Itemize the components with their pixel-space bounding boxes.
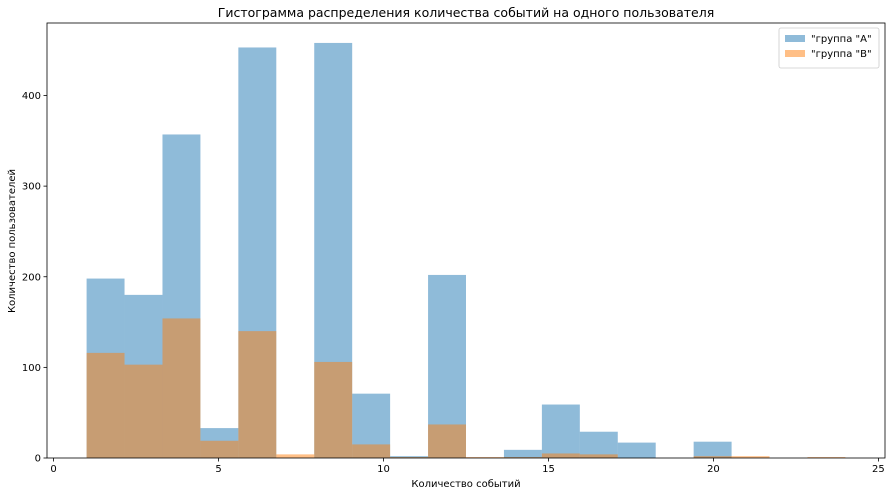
y-tick-label: 200: [22, 272, 41, 283]
histogram-bar-series-2-bin-7: [314, 361, 353, 458]
legend: "группа "A" "группа "B": [778, 27, 880, 69]
histogram-bar-series-2-bin-12: [503, 457, 542, 458]
histogram-bar-series-2-bin-11: [466, 457, 504, 458]
x-tick-label: 25: [872, 464, 885, 475]
histogram-bar-series-1-bin-12: [503, 449, 542, 458]
histogram-bar-series-2-bin-13: [541, 453, 580, 458]
legend-label-2: "группа "B": [811, 49, 872, 60]
bars-group: [86, 42, 846, 458]
plot-frame: [46, 22, 886, 459]
axes-group: 0 5 10 15 20 25 0 100 200 300 400: [22, 22, 886, 475]
x-tick-label: 10: [377, 464, 390, 475]
x-tick-label: 5: [215, 464, 221, 475]
histogram-bar-series-2-bin-8: [352, 444, 391, 458]
legend-swatch-1: [785, 35, 805, 42]
histogram-bar-series-2-bin-9: [390, 457, 429, 458]
y-tick-label: 300: [22, 182, 41, 193]
y-tick-label: 400: [22, 91, 41, 102]
y-tick-label: 0: [35, 454, 41, 465]
legend-swatch-2: [785, 50, 805, 57]
histogram-bar-series-1-bin-13: [541, 404, 580, 458]
histogram-bar-series-2-bin-14: [579, 454, 618, 458]
histogram-bar-series-2-bin-6: [276, 454, 315, 458]
histogram-bar-series-2-bin-1: [86, 352, 125, 458]
histogram-bar-series-1-bin-15: [617, 442, 656, 458]
histogram-bar-series-1-bin-17: [693, 441, 732, 458]
histogram-bar-series-2-bin-10: [428, 424, 466, 458]
histogram-bar-series-2-bin-4: [200, 440, 239, 458]
x-tick-label: 0: [50, 464, 56, 475]
histogram-bar-series-2-bin-18: [731, 456, 770, 458]
chart-title: Гистограмма распределения количества соб…: [218, 5, 715, 20]
y-tick-label: 100: [22, 363, 41, 374]
y-axis-title: Количество пользователей: [7, 169, 18, 313]
x-tick-label: 15: [542, 464, 555, 475]
legend-label-1: "группа "A": [811, 34, 872, 45]
histogram-bar-series-2-bin-17: [693, 456, 732, 458]
histogram-bar-series-2-bin-20: [807, 457, 846, 458]
histogram-bar-series-2-bin-2: [124, 364, 163, 458]
histogram-bar-series-2-bin-5: [238, 331, 277, 458]
histogram-bar-series-1-bin-14: [579, 431, 618, 458]
histogram-bar-series-2-bin-3: [162, 318, 201, 458]
x-tick-label: 20: [707, 464, 720, 475]
x-axis-title: Количество событий: [411, 479, 520, 490]
